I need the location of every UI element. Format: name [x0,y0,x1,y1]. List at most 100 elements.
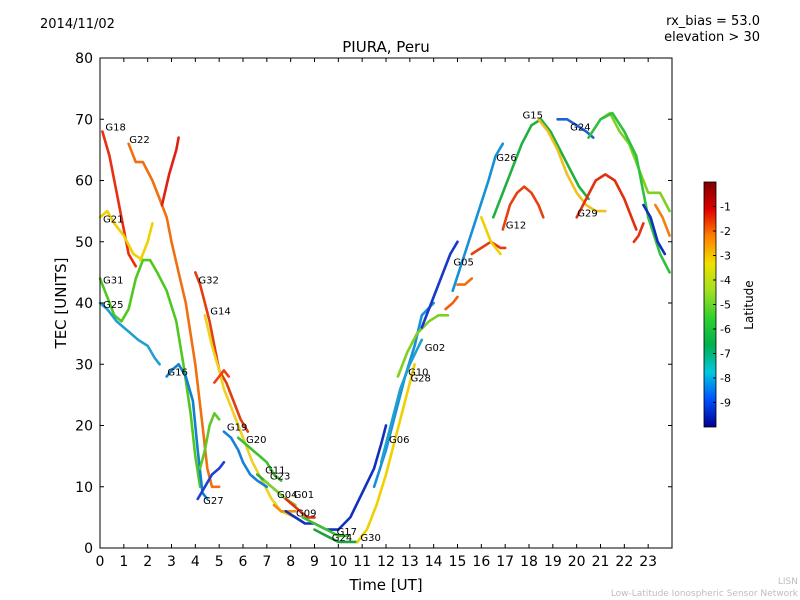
satellite-label: G20 [246,435,266,446]
y-axis-label: TEC [UNITS] [52,258,70,350]
series-line-14 [284,497,316,519]
y-tick-label: 0 [84,541,93,557]
satellite-label: G32 [198,276,218,287]
series-line-6 [194,271,250,433]
satellite-label: G27 [203,496,223,507]
series-line-32 [642,203,667,256]
satellite-label: G18 [105,123,125,134]
x-tick-label: 23 [639,554,657,570]
colorbar-ticks: -9 -8 -7 -6 -5 -4 -3 -2 -1 [713,201,731,410]
x-tick-label: 5 [215,554,224,570]
series-line-28 [556,118,595,139]
series-line-33 [632,222,645,244]
y-tick-label: 30 [75,357,93,373]
series-line-35 [444,295,459,311]
date-label: 2014/11/02 [40,17,115,32]
x-tick-label: 12 [377,554,395,570]
x-tick-label: 22 [615,554,633,570]
satellite-label: G21 [103,214,123,225]
series-line-26 [501,185,545,231]
series-line-31 [587,111,671,274]
series-line-29 [575,173,638,231]
series-line-3 [98,258,202,489]
colorbar-tick-label: -6 [720,323,731,336]
series-line-2 [98,209,145,262]
x-tick-label: 14 [425,554,443,570]
elevation-label: elevation > 30 [664,30,760,45]
series-line-7 [203,314,297,519]
series-line-18 [356,363,416,544]
series-line-4 [98,301,161,366]
colorbar-tick-label: -2 [720,225,731,238]
satellite-label: G26 [496,153,516,164]
series-line-34 [654,203,671,237]
x-tick-label: 4 [191,554,200,570]
y-axis-ticks: 0 10 20 30 40 50 60 70 80 [75,51,672,557]
x-tick-label: 2 [143,554,152,570]
series-line-5 [165,363,209,501]
credit-long: Low-Latitude Ionospheric Sensor Network [610,589,798,599]
satellite-label: G24 [332,533,352,544]
x-tick-label: 16 [472,554,490,570]
satellite-label: G24 [570,123,590,134]
colorbar-tick-label: -3 [720,250,731,263]
x-tick-label: 10 [329,554,347,570]
credit-short: LISN [777,577,798,587]
y-tick-label: 70 [75,112,93,128]
series-line-16 [301,516,350,538]
satellite-label: G30 [360,533,380,544]
series-line-38 [480,216,502,256]
series-line-12 [196,461,226,501]
satellite-label: G15 [522,110,542,121]
x-axis-ticks: 0 1 2 3 4 5 6 7 8 9 10 11 12 13 14 15 16 17 18 19 20 21 22 23 [96,58,657,570]
series-line-23 [420,240,459,329]
x-tick-label: 17 [496,554,514,570]
satellite-label: G01 [294,490,314,501]
y-tick-label: 50 [75,235,93,251]
x-tick-label: 18 [520,554,538,570]
satellite-label: G29 [577,208,597,219]
y-tick-label: 60 [75,174,93,190]
series-line-1 [127,142,221,489]
colorbar-label: Latitude [742,280,756,329]
series-line-21 [379,338,424,464]
x-axis-label: Time [UT] [348,576,422,594]
series-line-40 [139,222,154,262]
satellite-label: G16 [167,368,187,379]
x-tick-label: 20 [568,554,586,570]
satellite-label: G11 [265,466,285,477]
x-tick-label: 0 [96,554,105,570]
x-tick-label: 3 [167,554,176,570]
x-tick-label: 21 [592,554,610,570]
y-tick-label: 20 [75,419,93,435]
satellite-label: G17 [337,527,357,538]
colorbar-tick-label: -5 [720,299,731,312]
satellite-label: G22 [129,135,149,146]
satellite-label: G05 [453,257,473,268]
x-tick-label: 11 [353,554,371,570]
y-tick-label: 80 [75,51,93,67]
colorbar-tick-label: -1 [720,201,731,214]
satellite-label: G31 [103,276,123,287]
satellite-label: G09 [296,508,316,519]
series-line-39 [160,136,180,207]
satellite-label: G10 [408,368,428,379]
series-line-25 [492,118,590,219]
x-tick-label: 8 [286,554,295,570]
colorbar-tick-label: -8 [720,372,731,385]
y-tick-label: 10 [75,480,93,496]
series-line-30 [599,111,671,213]
series-line-8 [222,430,269,489]
satellite-label: G25 [103,300,123,311]
satellite-label: G06 [389,435,409,446]
satellite-label: G02 [425,343,445,354]
satellite-label: G19 [227,423,247,434]
series-line-42 [198,412,221,470]
x-tick-label: 19 [544,554,562,570]
series-lines [98,111,671,544]
series-line-27 [537,118,607,213]
colorbar-tick-label: -7 [720,348,731,361]
colorbar-tick-label: -4 [720,274,731,287]
